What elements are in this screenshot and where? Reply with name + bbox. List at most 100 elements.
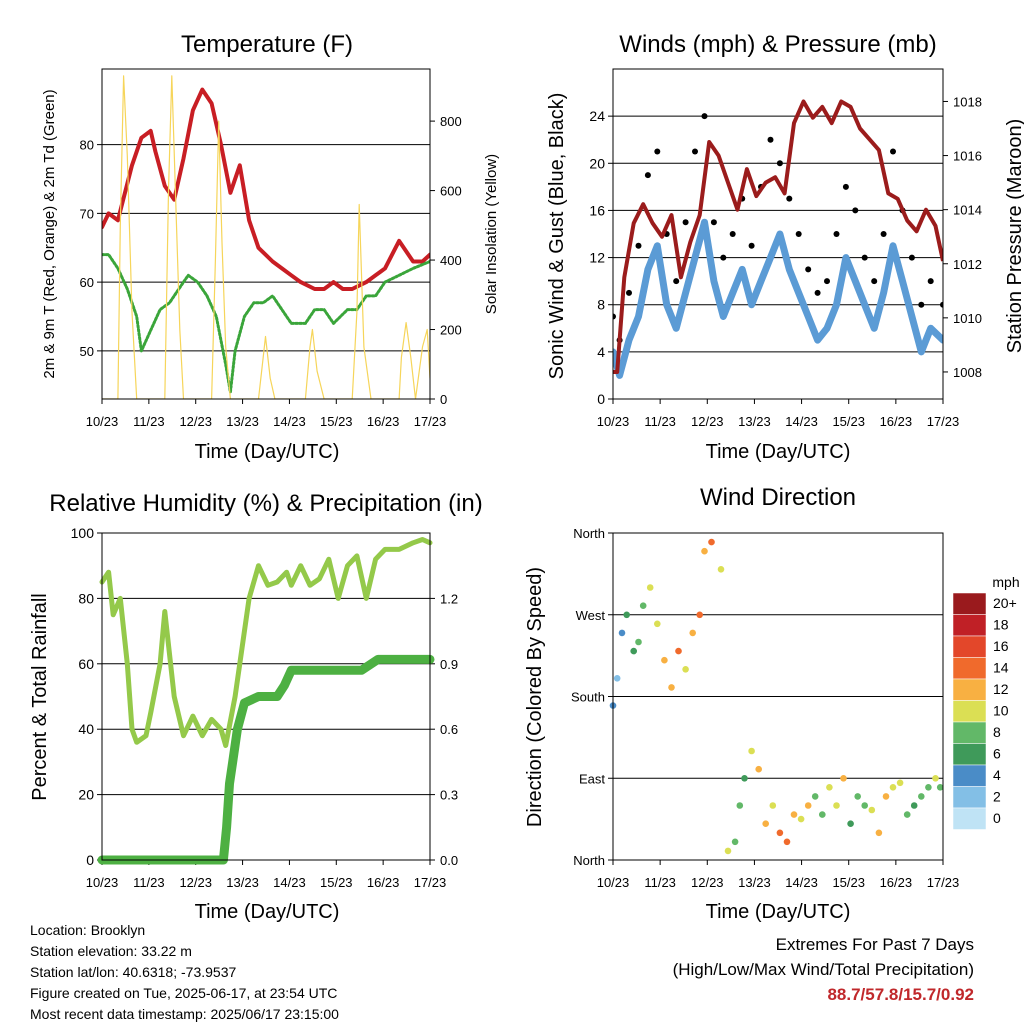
- winds-xlabel: Time (Day/UTC): [706, 441, 851, 463]
- colorbar-label: 8: [993, 724, 1001, 740]
- temperature-dewpoint-line: [102, 253, 430, 394]
- humidity-ytick-label: 100: [71, 525, 95, 541]
- temperature-y2tick-label: 400: [440, 253, 462, 268]
- winds-ytick-label: 16: [589, 202, 605, 218]
- colorbar-label: 0: [993, 810, 1001, 826]
- direction-ytick-label: South: [571, 690, 605, 705]
- direction-point: [639, 602, 647, 609]
- direction-ylabel-left: Direction (Colored By Speed): [524, 567, 546, 827]
- winds-ytick-label: 8: [597, 297, 605, 313]
- humidity-title: Relative Humidity (%) & Precipitation (i…: [49, 490, 482, 517]
- winds-gust-point: [852, 207, 859, 214]
- winds-ytick-label: 4: [597, 344, 605, 360]
- colorbar-label: 14: [993, 660, 1009, 676]
- direction-plot-border: [612, 532, 944, 861]
- direction-point: [925, 784, 932, 791]
- winds-gust-point: [635, 242, 642, 249]
- direction-point: [868, 806, 876, 814]
- winds-gust-point: [613, 313, 616, 320]
- winds-ytick-label: 24: [589, 108, 605, 124]
- humidity-ytick-label: 40: [78, 721, 94, 737]
- direction-ytick-label: East: [579, 771, 605, 786]
- direction-point: [783, 838, 791, 846]
- direction-point: [776, 829, 784, 837]
- colorbar-label: 10: [993, 703, 1009, 719]
- humidity-xtick-label: 17/23: [414, 875, 447, 890]
- humidity-xtick-label: 10/23: [86, 875, 119, 890]
- humidity-ytick-label: 80: [78, 590, 94, 606]
- temperature-xtick-label: 12/23: [179, 414, 212, 429]
- colorbar-swatch: [952, 635, 987, 658]
- colorbar-swatch: [952, 764, 987, 787]
- temperature-panel: Temperature (F) Time (Day/UTC) 2m & 9m T…: [41, 31, 500, 463]
- direction-point: [724, 847, 732, 855]
- humidity-xtick-label: 15/23: [320, 875, 353, 890]
- winds-plot-border: [612, 68, 944, 400]
- humidity-y2tick-label: 0.9: [440, 657, 458, 672]
- temperature-xtick-label: 11/23: [133, 414, 165, 429]
- colorbar-swatch: [952, 700, 987, 723]
- winds-wind-line: [613, 218, 943, 379]
- data-timestamp: Most recent data timestamp: 2025/06/17 2…: [30, 1006, 339, 1022]
- direction-point: [635, 638, 642, 646]
- winds-xtick-label: 15/23: [832, 414, 865, 429]
- station-latlon: Station lat/lon: 40.6318; -73.9537: [30, 964, 237, 980]
- temperature-y2tick-label: 600: [440, 184, 462, 199]
- winds-gust-point: [767, 136, 774, 143]
- direction-point: [826, 784, 833, 791]
- temperature-xtick-label: 14/23: [273, 414, 306, 429]
- direction-xtick-label: 17/23: [927, 875, 960, 890]
- direction-point: [731, 838, 739, 846]
- winds-gust-point: [824, 278, 830, 285]
- direction-point: [875, 829, 883, 837]
- direction-point: [654, 620, 661, 628]
- direction-point: [847, 820, 854, 827]
- winds-ylabel-left: Sonic Wind & Gust (Blue, Black): [546, 93, 568, 380]
- humidity-rh-line: [99, 537, 433, 748]
- colorbar-title: mph: [992, 574, 1019, 590]
- winds-gust-point: [729, 231, 736, 237]
- direction-panel: Wind Direction Time (Day/UTC) Direction …: [524, 484, 1020, 923]
- winds-y2tick-label: 1012: [953, 257, 982, 272]
- temperature-solar-line: [102, 75, 430, 399]
- winds-xtick-label: 13/23: [738, 414, 771, 429]
- temperature-ylabel-left: 2m & 9m T (Red, Orange) & 2m Td (Green): [41, 89, 58, 378]
- direction-point: [811, 793, 819, 800]
- direction-point: [741, 775, 748, 782]
- direction-point: [840, 775, 847, 782]
- winds-ylabel-right: Station Pressure (Maroon): [1004, 119, 1024, 354]
- winds-xtick-label: 14/23: [785, 414, 818, 429]
- humidity-xtick-label: 14/23: [273, 875, 306, 890]
- humidity-ytick-label: 20: [78, 787, 94, 803]
- temperature-plot-border: [101, 68, 431, 400]
- winds-xtick-label: 17/23: [927, 414, 960, 429]
- temperature-ylabel-right: Solar Insolation (Yellow): [483, 154, 500, 314]
- direction-xtick-label: 10/23: [597, 875, 630, 890]
- station-elevation: Station elevation: 33.22 m: [30, 943, 192, 959]
- winds-gust-point: [918, 301, 925, 308]
- temperature-temp_2m-line: [102, 87, 430, 291]
- direction-ytick-label: North: [573, 853, 605, 868]
- humidity-ytick-label: 0: [86, 852, 94, 868]
- direction-point: [689, 629, 696, 637]
- winds-gust-point: [842, 183, 849, 190]
- colorbar-swatch: [952, 657, 987, 680]
- humidity-ytick-label: 60: [78, 656, 94, 672]
- humidity-y2tick-label: 0.0: [440, 853, 458, 868]
- direction-point: [769, 802, 777, 809]
- winds-series-group: [613, 99, 943, 379]
- direction-point: [819, 811, 826, 818]
- direction-point: [804, 802, 812, 809]
- direction-xlabel: Time (Day/UTC): [706, 901, 851, 923]
- colorbar-label: 2: [993, 789, 1001, 805]
- direction-point: [896, 779, 904, 787]
- colorbar-label: 16: [993, 638, 1009, 654]
- direction-point: [623, 611, 630, 619]
- direction-point: [936, 784, 944, 791]
- colorbar-swatch: [952, 807, 987, 830]
- humidity-xlabel: Time (Day/UTC): [195, 901, 340, 923]
- humidity-xtick-label: 12/23: [179, 875, 212, 890]
- winds-gust-point: [814, 289, 821, 296]
- temperature-y2tick-label: 0: [440, 392, 447, 407]
- direction-ytick-label: North: [573, 526, 605, 541]
